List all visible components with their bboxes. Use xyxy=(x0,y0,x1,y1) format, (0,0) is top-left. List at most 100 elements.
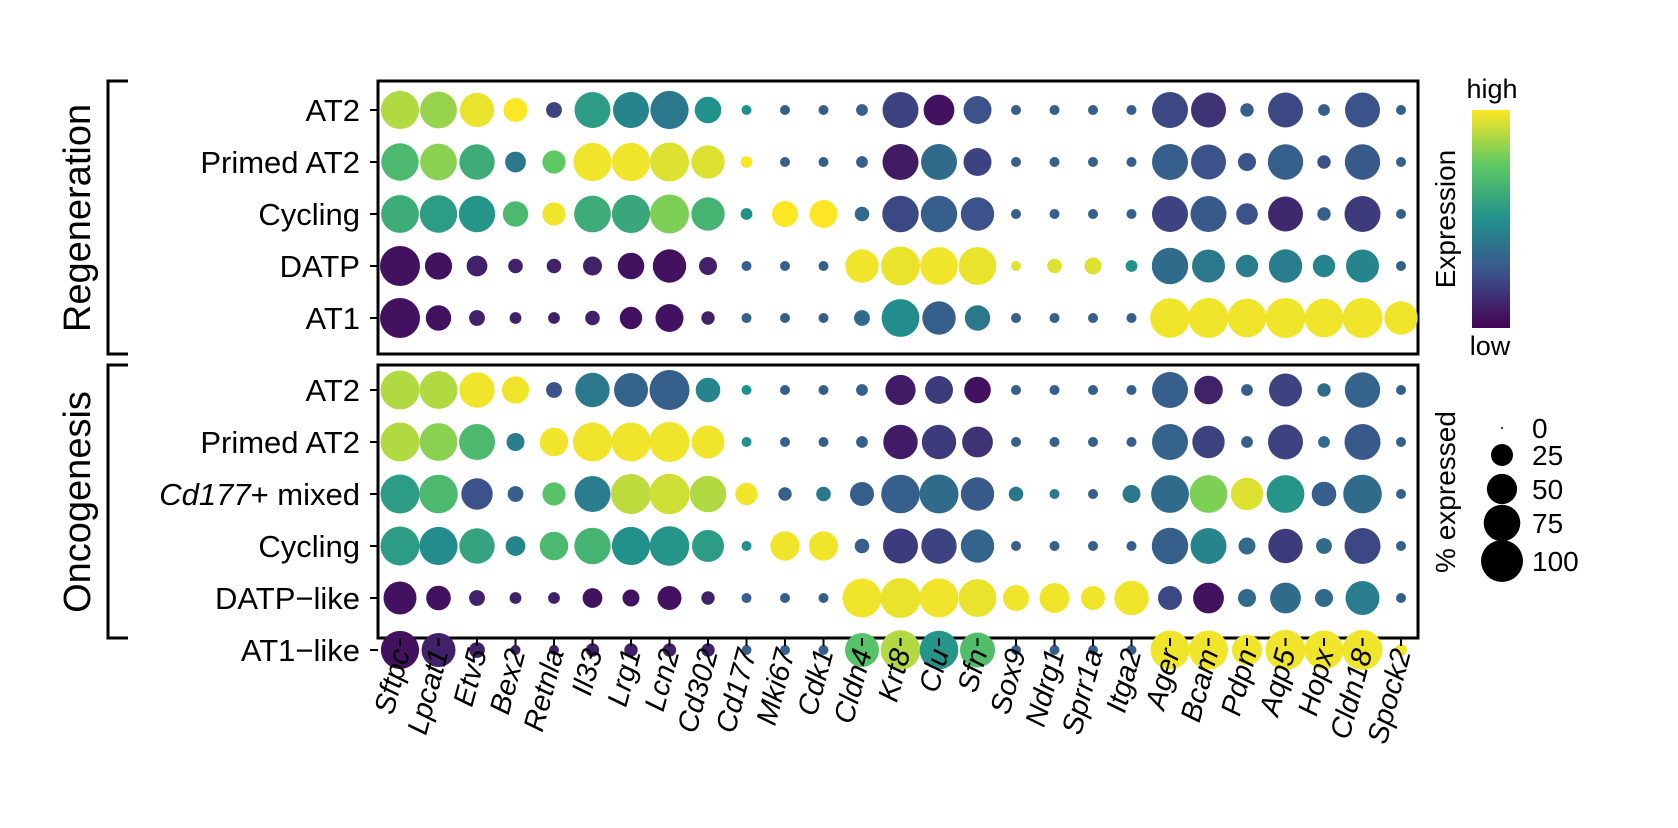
dot xyxy=(1049,437,1060,447)
dot xyxy=(380,526,420,566)
dot xyxy=(1011,105,1021,115)
dot xyxy=(655,304,684,332)
dot xyxy=(1150,298,1190,338)
dot xyxy=(575,372,610,408)
oncogenesis-group-label: Oncogenesis xyxy=(57,391,99,613)
dot xyxy=(856,156,868,168)
dot xyxy=(649,526,690,566)
dot xyxy=(960,477,995,511)
dot xyxy=(502,201,529,227)
dot xyxy=(691,425,725,459)
dot xyxy=(960,632,995,668)
dot xyxy=(613,92,649,128)
dot xyxy=(964,305,991,331)
dot xyxy=(1126,541,1137,551)
dot xyxy=(960,529,995,563)
dot xyxy=(1268,92,1303,128)
dot xyxy=(542,482,566,506)
dot xyxy=(507,486,524,502)
dot xyxy=(424,252,453,280)
dot xyxy=(1049,313,1060,323)
dot xyxy=(1150,630,1190,670)
dot xyxy=(1267,144,1304,180)
regeneration-bracket xyxy=(106,79,128,356)
size-legend-label: 50 xyxy=(1532,474,1563,505)
dot xyxy=(425,305,452,331)
size-legend-label: 0 xyxy=(1532,413,1548,444)
dot xyxy=(882,144,919,180)
regeneration-panel-frame xyxy=(376,79,1420,356)
dot xyxy=(1011,437,1021,447)
dot xyxy=(1158,586,1182,610)
dot xyxy=(1270,582,1301,614)
dot xyxy=(421,633,456,667)
dot xyxy=(818,313,829,323)
dot xyxy=(1011,209,1021,219)
dot xyxy=(1342,630,1383,670)
size-legend-label: 75 xyxy=(1532,508,1563,539)
dot xyxy=(818,105,829,115)
dot xyxy=(1194,375,1223,405)
size-legend-dot xyxy=(1486,473,1518,505)
dot xyxy=(1396,489,1406,499)
size-legend-title: % expressed xyxy=(1430,411,1461,573)
dot xyxy=(1395,644,1407,656)
size-legend-label: 25 xyxy=(1532,440,1563,471)
dot xyxy=(1268,196,1303,232)
dot xyxy=(546,258,562,274)
dot xyxy=(548,592,560,604)
dot xyxy=(854,310,870,326)
dot xyxy=(1241,436,1253,448)
dot xyxy=(1190,196,1227,232)
dot xyxy=(542,202,566,226)
dot xyxy=(380,370,420,410)
dot xyxy=(420,143,457,181)
row-label: Cycling xyxy=(258,197,360,232)
dot xyxy=(1126,437,1137,447)
dot xyxy=(582,588,603,608)
dot xyxy=(780,593,790,603)
dot xyxy=(694,96,722,124)
dot xyxy=(1193,582,1224,614)
dot xyxy=(1317,155,1331,169)
dot xyxy=(380,422,420,462)
dot xyxy=(1231,634,1263,666)
regeneration-group-label: Regeneration xyxy=(57,104,99,332)
dot xyxy=(1241,384,1253,396)
gene-label: Sfn xyxy=(952,646,994,696)
dot xyxy=(880,630,921,670)
dot xyxy=(381,143,419,181)
dot xyxy=(1081,586,1105,610)
dot xyxy=(1191,144,1226,180)
dot xyxy=(1011,541,1021,551)
dot xyxy=(842,578,882,618)
dot xyxy=(816,486,831,502)
dot xyxy=(1126,157,1137,167)
dot xyxy=(1230,477,1264,511)
row-label: Cd177+ mixed xyxy=(159,477,360,512)
dot xyxy=(1088,209,1098,219)
dot xyxy=(692,530,724,562)
dot xyxy=(503,98,528,122)
dot xyxy=(611,526,651,566)
dot xyxy=(1318,104,1330,116)
dot xyxy=(419,423,458,461)
dot xyxy=(1268,424,1303,460)
dot xyxy=(419,526,458,566)
dot xyxy=(380,630,420,670)
dot xyxy=(549,645,559,655)
dot xyxy=(574,527,611,565)
dot xyxy=(883,424,918,460)
dot xyxy=(780,385,790,395)
dot xyxy=(548,312,560,324)
dot xyxy=(1084,257,1102,275)
row-label: AT2 xyxy=(305,373,360,408)
dot xyxy=(539,531,569,561)
dot xyxy=(1343,474,1382,514)
dot xyxy=(1238,537,1256,555)
dot xyxy=(1011,313,1021,323)
dot xyxy=(1088,105,1098,115)
dot xyxy=(1088,541,1098,551)
dot xyxy=(419,195,458,233)
